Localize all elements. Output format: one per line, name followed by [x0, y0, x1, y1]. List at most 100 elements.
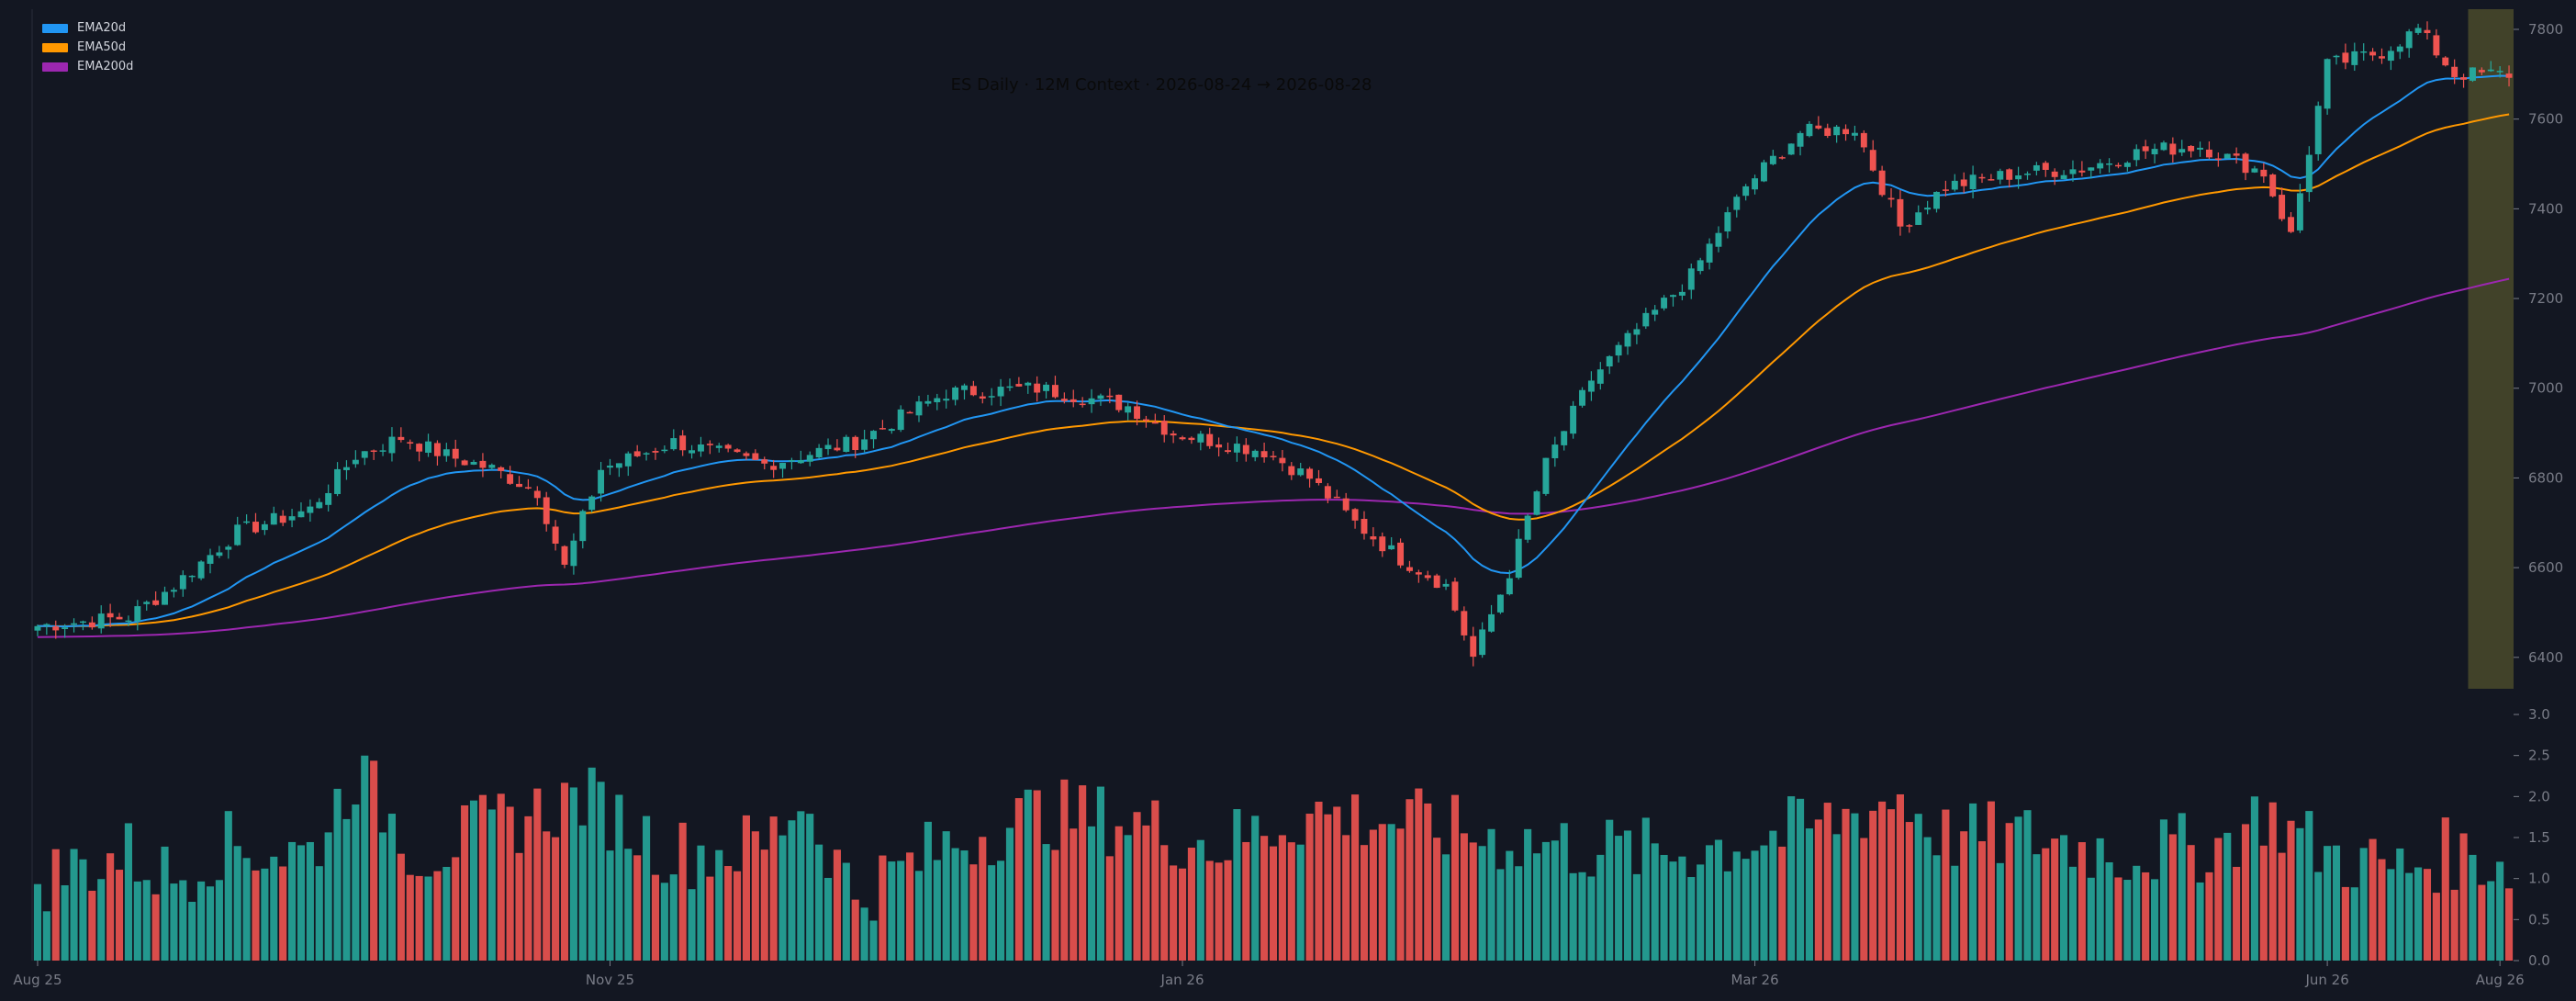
candle-body	[1034, 383, 1041, 393]
volume-bar	[1170, 865, 1178, 961]
candle-body	[643, 453, 650, 455]
candle-body	[507, 474, 514, 484]
volume-bar	[1814, 819, 1822, 961]
volume-bar	[406, 874, 414, 961]
candle-body	[2342, 52, 2349, 63]
candle-body	[325, 492, 332, 505]
volume-bar	[179, 880, 187, 961]
volume-bar	[2196, 882, 2204, 961]
volume-bar	[888, 861, 896, 961]
volume-bar	[1760, 845, 1768, 961]
volume-bar	[1469, 842, 1477, 961]
candle-body	[969, 386, 977, 396]
volume-bar	[115, 870, 124, 961]
volume-bar	[242, 858, 251, 961]
volume-bar	[1851, 813, 1859, 961]
volume-bar	[342, 818, 351, 961]
volume-bar	[569, 787, 577, 961]
candle-body	[2188, 145, 2195, 152]
candle-body	[1851, 132, 1858, 136]
candle-body	[2242, 153, 2249, 174]
candle-body	[2133, 149, 2140, 161]
candle-body	[2451, 66, 2458, 77]
candle-body	[143, 602, 151, 604]
candle-body	[1051, 385, 1058, 398]
price-tick-label: 6800	[2528, 469, 2563, 486]
legend-swatch-ema50	[42, 42, 68, 52]
candle-body	[1860, 132, 1867, 148]
candle-body	[1724, 212, 1731, 232]
candle-body	[1869, 150, 1876, 171]
candle-body	[1342, 498, 1350, 511]
candle-body	[1242, 444, 1249, 455]
volume-bar	[297, 845, 306, 961]
volume-bar	[833, 849, 841, 961]
candle-body	[1687, 268, 1695, 290]
volume-bar	[1606, 819, 1614, 961]
candle-body	[533, 490, 541, 499]
candle-body	[2169, 143, 2177, 155]
candle-body	[2160, 142, 2167, 151]
volume-bar	[1678, 856, 1686, 961]
candle-body	[516, 483, 522, 488]
volume-bar	[1942, 809, 1950, 961]
candle-body	[1960, 179, 1967, 186]
volume-bar	[742, 815, 751, 961]
candle-body	[1969, 174, 1977, 190]
candle-body	[106, 613, 114, 618]
candle-body	[2496, 71, 2503, 73]
candle-body	[2006, 169, 2013, 180]
volume-bar	[1369, 829, 1377, 961]
volume-bar	[1096, 786, 1105, 961]
candle-body	[1706, 243, 1713, 263]
candle-body	[1787, 143, 1795, 155]
volume-bar	[1160, 845, 1169, 961]
volume-bar	[2250, 796, 2258, 961]
candle-body	[2024, 174, 2031, 175]
candle-body	[452, 448, 459, 459]
volume-bar	[2168, 834, 2177, 961]
candle-body	[243, 521, 251, 523]
candle-body	[2487, 69, 2494, 72]
volume-bar	[997, 860, 1005, 961]
volume-bar	[1623, 830, 1632, 961]
volume-bar	[79, 859, 87, 961]
volume-bar	[1278, 835, 1286, 961]
candle-body	[1297, 468, 1305, 476]
volume-bar	[1205, 860, 1214, 961]
candle-body	[207, 555, 214, 564]
candle-body	[1842, 129, 1850, 135]
volume-bar	[2278, 852, 2286, 961]
candle-body	[2405, 31, 2413, 49]
candle-body	[1752, 178, 1759, 190]
volume-bar	[1042, 844, 1050, 961]
candle-body	[888, 429, 895, 432]
candle-body	[1760, 162, 1767, 182]
candle-body	[870, 431, 877, 440]
volume-bar	[197, 881, 206, 961]
volume-bar	[942, 831, 950, 961]
legend-label-ema20: EMA20d	[77, 21, 127, 35]
volume-bar	[252, 870, 260, 961]
volume-bar	[788, 820, 796, 961]
volume-bar	[1697, 864, 1705, 961]
volume-bar	[588, 767, 596, 961]
volume-bar	[1487, 828, 1495, 961]
volume-bar	[2078, 842, 2086, 961]
ema20-line	[37, 74, 2510, 628]
volume-bar	[279, 866, 287, 961]
volume-bar	[142, 880, 151, 961]
volume-bar	[1732, 851, 1741, 961]
volume-bar	[1905, 822, 1913, 961]
volume-bar	[543, 831, 551, 961]
volume-tick-label: 1.0	[2528, 871, 2550, 887]
candle-body	[897, 409, 904, 431]
volume-bar	[333, 788, 342, 961]
candle-body	[2433, 35, 2440, 56]
volume-bar	[97, 879, 106, 961]
candle-body	[498, 467, 505, 471]
candle-body	[1878, 170, 1886, 196]
candle-body	[1815, 125, 1822, 129]
volume-bar	[1914, 814, 1922, 961]
candle-body	[2351, 51, 2358, 65]
